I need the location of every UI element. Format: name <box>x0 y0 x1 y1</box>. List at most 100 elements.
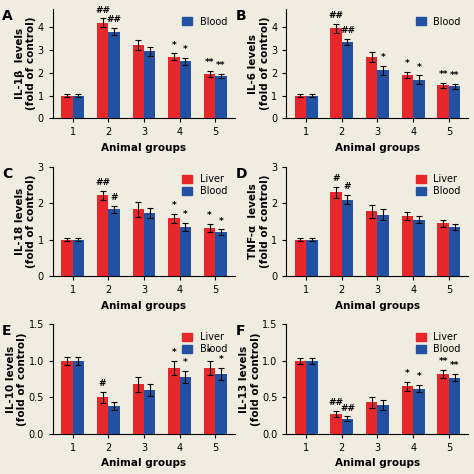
Y-axis label: IL-18 levels
(fold of control): IL-18 levels (fold of control) <box>15 174 36 268</box>
Bar <box>295 240 306 276</box>
Bar <box>413 389 425 434</box>
Y-axis label: TNF-α  levels
(fold of control): TNF-α levels (fold of control) <box>248 174 270 268</box>
Bar <box>438 85 449 118</box>
Bar <box>330 192 342 276</box>
X-axis label: Animal groups: Animal groups <box>335 143 420 153</box>
Bar <box>73 361 84 434</box>
Legend: Liver, Blood: Liver, Blood <box>179 329 230 357</box>
Bar <box>108 406 119 434</box>
Text: ##: ## <box>328 11 344 20</box>
Bar <box>108 32 119 118</box>
Bar <box>449 378 460 434</box>
Text: **: ** <box>438 357 448 366</box>
Text: **: ** <box>438 70 448 79</box>
Bar <box>366 211 377 276</box>
Bar <box>180 377 191 434</box>
Bar <box>306 240 318 276</box>
Bar <box>342 200 353 276</box>
Text: *: * <box>381 53 385 62</box>
Text: *: * <box>417 372 421 381</box>
Text: *: * <box>207 211 212 220</box>
Text: #: # <box>344 182 351 191</box>
Bar <box>377 405 389 434</box>
Text: F: F <box>236 324 245 338</box>
Text: **: ** <box>216 61 226 70</box>
Bar <box>204 74 215 118</box>
Text: *: * <box>219 356 223 365</box>
Bar <box>168 219 180 276</box>
Legend: Blood: Blood <box>179 14 230 29</box>
Bar <box>180 61 191 118</box>
Bar <box>377 71 389 118</box>
Text: *: * <box>417 63 421 72</box>
Bar <box>413 219 425 276</box>
Bar <box>97 195 108 276</box>
Text: *: * <box>172 348 176 357</box>
Bar <box>144 390 155 434</box>
Bar <box>61 96 73 118</box>
Bar <box>168 57 180 118</box>
Bar <box>144 51 155 118</box>
Bar <box>449 86 460 118</box>
Bar <box>61 361 73 434</box>
Bar <box>144 213 155 276</box>
Legend: Liver, Blood: Liver, Blood <box>413 329 464 357</box>
Text: ##: ## <box>95 178 110 187</box>
X-axis label: Animal groups: Animal groups <box>101 301 186 310</box>
Text: *: * <box>219 217 223 226</box>
Bar <box>449 227 460 276</box>
Legend: Liver, Blood: Liver, Blood <box>179 172 230 199</box>
Text: ##: ## <box>340 26 355 35</box>
Bar <box>306 96 318 118</box>
Bar <box>342 42 353 118</box>
Text: D: D <box>236 167 247 181</box>
Text: *: * <box>183 358 188 367</box>
Text: C: C <box>2 167 12 181</box>
Text: #: # <box>99 379 106 388</box>
Text: *: * <box>183 210 188 219</box>
Bar <box>108 210 119 276</box>
Bar <box>180 227 191 276</box>
Bar <box>402 75 413 118</box>
Bar <box>330 28 342 118</box>
Bar <box>413 80 425 118</box>
Text: *: * <box>207 348 212 357</box>
Text: ##: ## <box>340 403 355 412</box>
Bar <box>215 232 227 276</box>
Text: **: ** <box>450 361 459 370</box>
Text: *: * <box>183 45 188 54</box>
Text: *: * <box>172 201 176 210</box>
Bar <box>330 414 342 434</box>
Bar <box>73 240 84 276</box>
Text: *: * <box>405 369 410 378</box>
X-axis label: Animal groups: Animal groups <box>335 301 420 310</box>
Y-axis label: IL-6 levels
(fold of control): IL-6 levels (fold of control) <box>248 17 270 110</box>
Bar <box>215 76 227 118</box>
Text: **: ** <box>450 71 459 80</box>
Bar <box>295 361 306 434</box>
Bar <box>306 361 318 434</box>
Bar <box>97 23 108 118</box>
Bar <box>204 228 215 276</box>
Bar <box>342 419 353 434</box>
Bar <box>133 384 144 434</box>
Text: *: * <box>172 41 176 50</box>
Bar <box>73 96 84 118</box>
Text: #: # <box>332 174 340 183</box>
Y-axis label: IL-1β  levels
(fold of control): IL-1β levels (fold of control) <box>15 17 36 110</box>
Text: A: A <box>2 9 13 23</box>
Bar <box>168 368 180 434</box>
Text: ##: ## <box>328 399 344 408</box>
Legend: Blood: Blood <box>413 14 464 29</box>
Bar <box>133 46 144 118</box>
Bar <box>438 374 449 434</box>
Bar <box>402 386 413 434</box>
Bar <box>295 96 306 118</box>
Text: ##: ## <box>95 6 110 15</box>
Bar <box>133 210 144 276</box>
Text: #: # <box>110 193 118 202</box>
Bar <box>438 223 449 276</box>
Bar <box>402 216 413 276</box>
Text: ##: ## <box>107 16 121 25</box>
Y-axis label: IL-13 levels
(fold of control): IL-13 levels (fold of control) <box>239 332 261 426</box>
